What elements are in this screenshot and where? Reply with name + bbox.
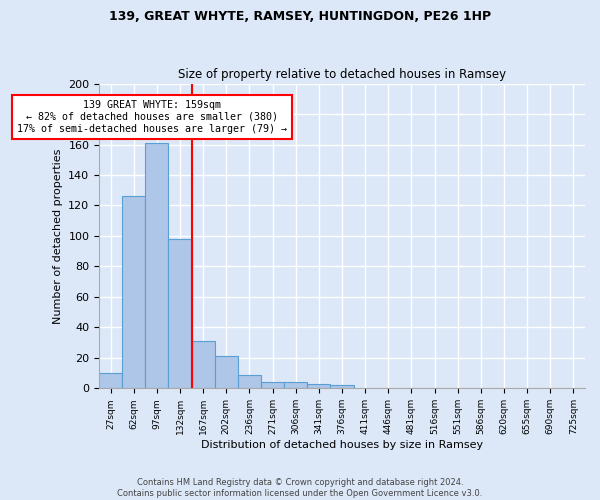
- Bar: [238, 374, 261, 388]
- Title: Size of property relative to detached houses in Ramsey: Size of property relative to detached ho…: [178, 68, 506, 81]
- Bar: [169, 239, 191, 388]
- Bar: [307, 384, 331, 388]
- Bar: [331, 386, 353, 388]
- Bar: [215, 356, 238, 388]
- Y-axis label: Number of detached properties: Number of detached properties: [53, 148, 62, 324]
- Bar: [122, 196, 145, 388]
- Bar: [261, 382, 284, 388]
- Bar: [145, 143, 169, 388]
- Text: 139, GREAT WHYTE, RAMSEY, HUNTINGDON, PE26 1HP: 139, GREAT WHYTE, RAMSEY, HUNTINGDON, PE…: [109, 10, 491, 23]
- Bar: [99, 373, 122, 388]
- Text: 139 GREAT WHYTE: 159sqm
← 82% of detached houses are smaller (380)
17% of semi-d: 139 GREAT WHYTE: 159sqm ← 82% of detache…: [17, 100, 287, 134]
- Text: Contains HM Land Registry data © Crown copyright and database right 2024.
Contai: Contains HM Land Registry data © Crown c…: [118, 478, 482, 498]
- Bar: [284, 382, 307, 388]
- X-axis label: Distribution of detached houses by size in Ramsey: Distribution of detached houses by size …: [201, 440, 483, 450]
- Bar: [191, 341, 215, 388]
